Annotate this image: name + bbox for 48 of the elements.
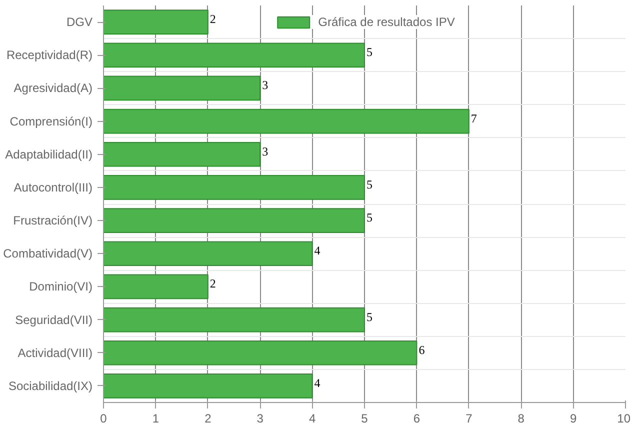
data-label: 4 <box>314 376 320 390</box>
y-tick-label: Combatividad(V) <box>3 246 93 261</box>
y-tick-label: Comprensión(I) <box>10 114 93 128</box>
data-label: 2 <box>210 276 216 291</box>
bar <box>104 374 313 398</box>
data-label: 2 <box>210 12 216 26</box>
data-label: 3 <box>262 144 268 158</box>
bar <box>104 307 365 332</box>
data-label: 5 <box>366 210 372 225</box>
y-tick-label: Agresividad(A) <box>14 81 93 96</box>
data-label: 5 <box>366 177 372 192</box>
bar <box>104 76 261 101</box>
bar <box>104 340 418 366</box>
x-tick-label: 3 <box>256 412 264 426</box>
bar <box>104 208 365 233</box>
y-tick-label: Sociabilidad(IX) <box>8 378 93 393</box>
y-tick-label: Frustración(IV) <box>13 214 93 228</box>
x-tick-label: 0 <box>100 412 108 426</box>
y-tick-label: Adaptabilidad(II) <box>5 147 93 162</box>
data-label: 3 <box>262 78 268 92</box>
x-tick-label: 5 <box>361 412 368 426</box>
bar <box>104 108 470 134</box>
x-tick-label: 2 <box>204 412 212 426</box>
bar <box>104 241 313 266</box>
x-tick-label: 1 <box>152 412 160 426</box>
y-tick-label: DGV <box>66 15 93 30</box>
x-tick-label: 7 <box>466 412 473 426</box>
data-label: 5 <box>366 45 372 60</box>
y-tick-label: Dominio(VI) <box>29 280 93 294</box>
bar <box>104 10 208 34</box>
x-tick-label: 4 <box>308 412 316 426</box>
data-label: 5 <box>366 310 372 324</box>
bar <box>104 142 261 167</box>
y-tick-label: Autocontrol(III) <box>14 180 93 194</box>
data-label: 7 <box>470 111 477 126</box>
bar <box>104 175 365 200</box>
x-tick-label: 9 <box>570 412 577 426</box>
bar <box>104 42 365 68</box>
y-tick-label: Actividad(VIII) <box>18 346 93 360</box>
y-tick-label: Seguridad(VII) <box>15 312 93 327</box>
y-tick-label: Receptividad(R) <box>6 48 93 62</box>
x-tick-label: 10 <box>617 412 631 426</box>
data-label: 4 <box>314 244 320 258</box>
x-tick-label: 8 <box>518 412 525 426</box>
x-tick-label: 6 <box>413 412 420 426</box>
data-label: 6 <box>418 342 425 357</box>
bar <box>104 274 208 300</box>
legend-label: Gráfica de resultados IPV <box>318 15 455 29</box>
